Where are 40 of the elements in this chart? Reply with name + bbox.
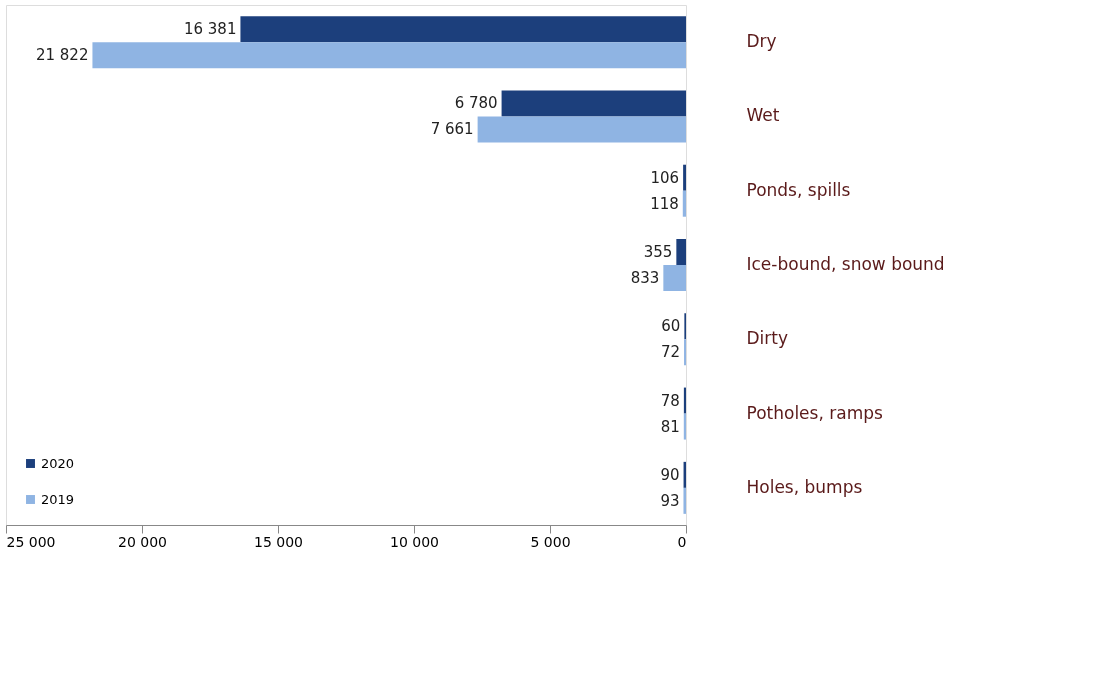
data-label: 81 (660, 417, 680, 436)
data-label: 21 822 (35, 46, 89, 65)
x-tick-label: 25 000 (6, 533, 56, 550)
bar (682, 190, 686, 217)
x-tick-label: 0 (677, 533, 687, 550)
y-tick-label: Dry (746, 31, 777, 52)
data-label: 78 (660, 391, 680, 410)
x-tick-label: 20 000 (118, 533, 167, 550)
bar (92, 42, 686, 69)
legend-label: 2020 (41, 455, 75, 471)
bar (683, 387, 686, 414)
bar (501, 90, 686, 117)
y-tick-label: Dirty (746, 328, 789, 349)
data-label: 16 381 (183, 20, 237, 39)
data-label: 106 (650, 168, 680, 187)
bar (676, 239, 686, 265)
bar (477, 116, 686, 143)
x-tick-label: 5 000 (530, 533, 571, 550)
data-label: 72 (660, 343, 681, 362)
y-tick-label: Holes, bumps (746, 476, 863, 497)
data-label: 60 (661, 317, 681, 336)
x-tick-label: 15 000 (254, 533, 303, 550)
y-tick-label: Potholes, ramps (746, 402, 883, 423)
bar (683, 413, 686, 440)
data-label: 7 661 (430, 120, 474, 139)
bar (240, 16, 686, 43)
y-tick-label: Ice-bound, snow bound (746, 254, 945, 274)
y-tick-label: Wet (746, 105, 780, 126)
data-label: 93 (660, 491, 680, 510)
data-label: 118 (650, 194, 679, 213)
bar (683, 487, 686, 514)
data-label: 90 (660, 465, 680, 484)
data-label: 6 780 (454, 94, 498, 113)
data-label: 355 (643, 243, 673, 261)
legend-label: 2019 (41, 491, 75, 507)
x-tick-label: 10 000 (390, 533, 439, 550)
bar (663, 265, 686, 291)
bar (683, 164, 686, 191)
y-tick-label: Ponds, spills (746, 179, 851, 200)
data-label: 833 (630, 269, 660, 287)
